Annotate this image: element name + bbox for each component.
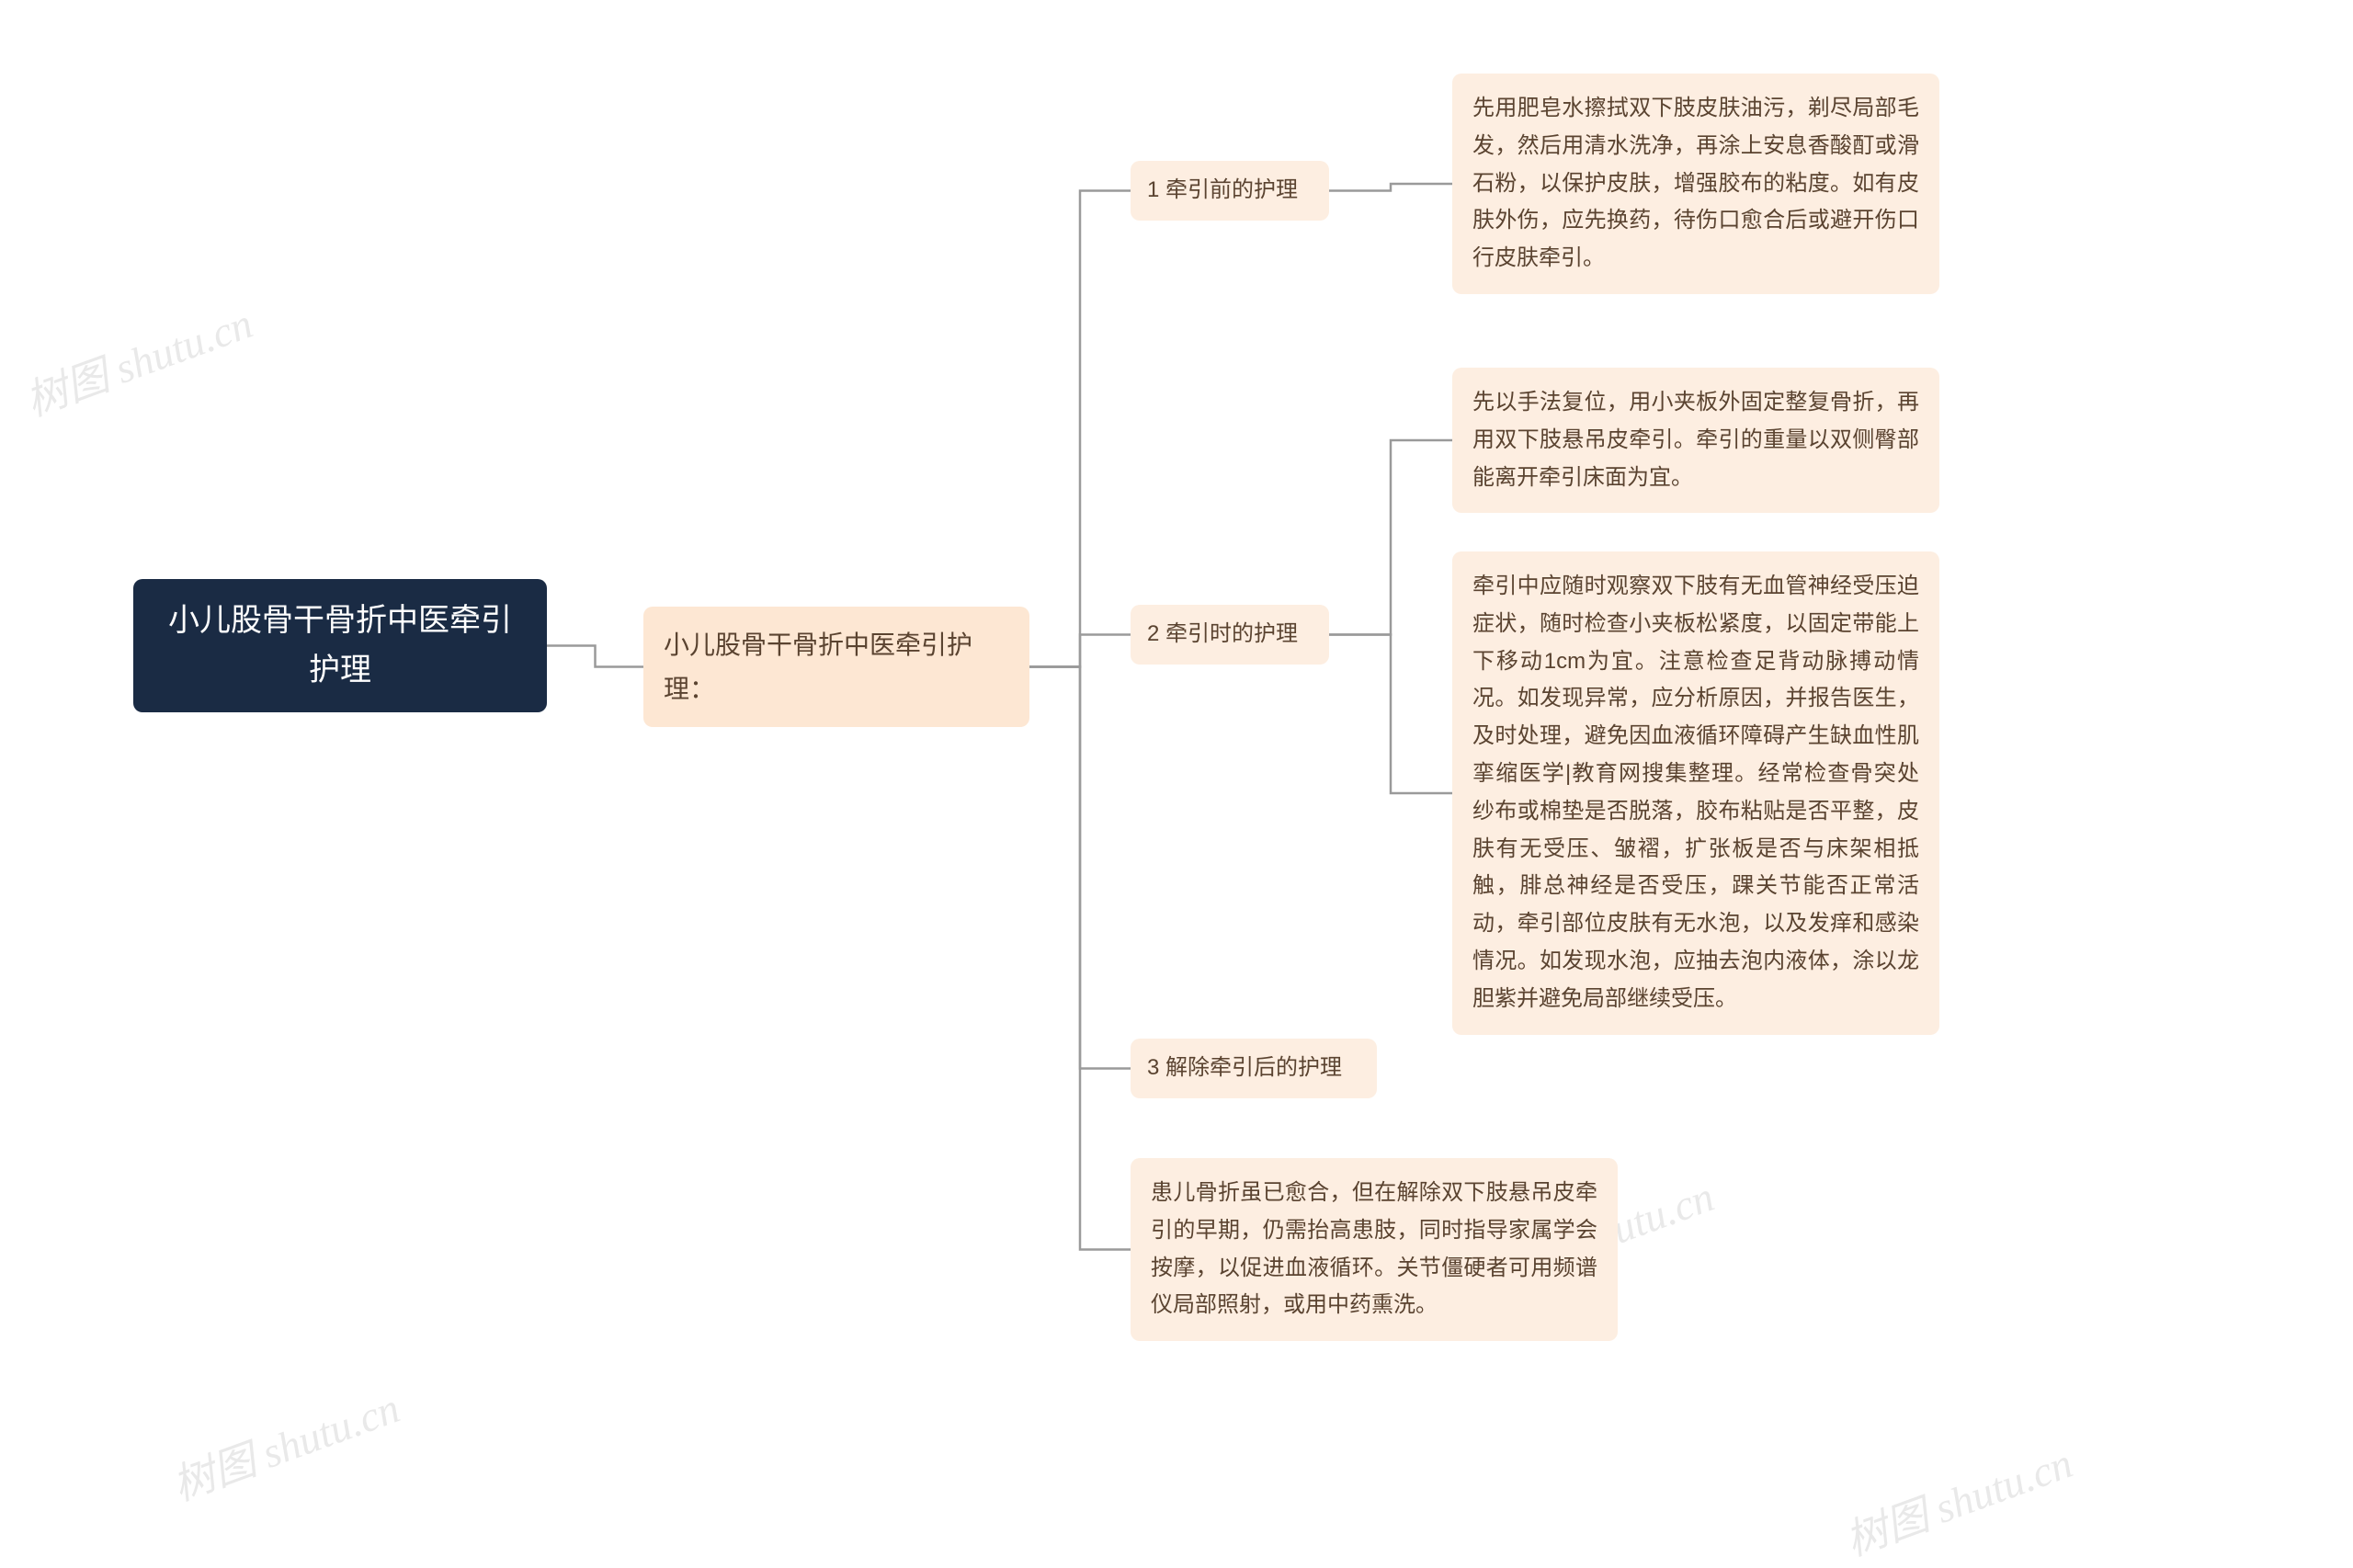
- branch-1[interactable]: 1 牵引前的护理: [1131, 161, 1329, 221]
- detail-3[interactable]: 牵引中应随时观察双下肢有无血管神经受压迫症状，随时检查小夹板松紧度，以固定带能上…: [1452, 551, 1939, 1035]
- branch-4-text: 患儿骨折虽已愈合，但在解除双下肢悬吊皮牵引的早期，仍需抬高患肢，同时指导家属学会…: [1151, 1180, 1597, 1317]
- branch-3-text: 3 解除牵引后的护理: [1147, 1055, 1342, 1080]
- detail-1[interactable]: 先用肥皂水擦拭双下肢皮肤油污，剃尽局部毛发，然后用清水洗净，再涂上安息香酸酊或滑…: [1452, 74, 1939, 294]
- detail-2[interactable]: 先以手法复位，用小夹板外固定整复骨折，再用双下肢悬吊皮牵引。牵引的重量以双侧臀部…: [1452, 368, 1939, 513]
- subtitle-node[interactable]: 小儿股骨干骨折中医牵引护理：: [643, 607, 1029, 727]
- branch-2[interactable]: 2 牵引时的护理: [1131, 605, 1329, 665]
- branch-3[interactable]: 3 解除牵引后的护理: [1131, 1039, 1377, 1098]
- detail-2-text: 先以手法复位，用小夹板外固定整复骨折，再用双下肢悬吊皮牵引。牵引的重量以双侧臀部…: [1472, 390, 1919, 490]
- watermark: 树图 shutu.cn: [1836, 1430, 2079, 1568]
- detail-1-text: 先用肥皂水擦拭双下肢皮肤油污，剃尽局部毛发，然后用清水洗净，再涂上安息香酸酊或滑…: [1472, 96, 1919, 270]
- detail-3-text: 牵引中应随时观察双下肢有无血管神经受压迫症状，随时检查小夹板松紧度，以固定带能上…: [1472, 574, 1919, 1011]
- mindmap-canvas: 树图 shutu.cn 树图 shutu.cn 树图 shutu.cn 树图 s…: [0, 0, 2353, 1520]
- branch-4[interactable]: 患儿骨折虽已愈合，但在解除双下肢悬吊皮牵引的早期，仍需抬高患肢，同时指导家属学会…: [1131, 1158, 1618, 1341]
- root-line2: 护理: [153, 645, 527, 695]
- subtitle-text: 小儿股骨干骨折中医牵引护理：: [664, 631, 972, 703]
- root-line1: 小儿股骨干骨折中医牵引: [153, 596, 527, 645]
- watermark: 树图 shutu.cn: [16, 290, 259, 428]
- branch-1-text: 1 牵引前的护理: [1147, 177, 1298, 202]
- watermark: 树图 shutu.cn: [163, 1375, 406, 1513]
- root-node[interactable]: 小儿股骨干骨折中医牵引 护理: [133, 579, 547, 712]
- branch-2-text: 2 牵引时的护理: [1147, 621, 1298, 646]
